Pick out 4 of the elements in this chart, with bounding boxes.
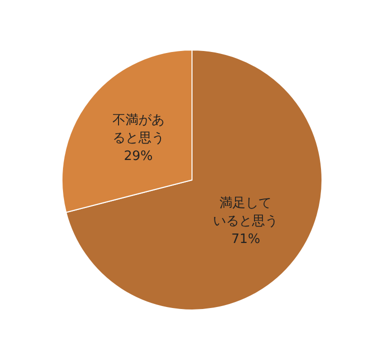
data-label: 71% (231, 232, 260, 248)
data-label: 29% (124, 148, 153, 164)
slice-label: 満足していると思う (213, 196, 278, 230)
slice-label: 不満があると思う (112, 112, 164, 146)
